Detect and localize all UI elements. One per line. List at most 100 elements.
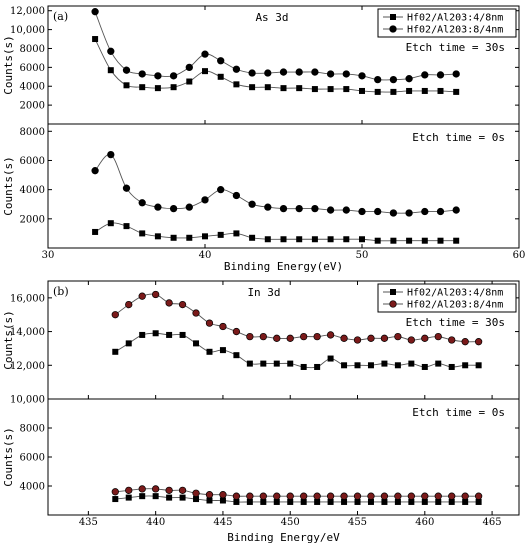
y-tick-label: 6000 <box>20 156 45 167</box>
data-point-circle <box>405 209 413 217</box>
data-point-square <box>314 498 321 505</box>
x-tick-label: 440 <box>146 517 165 528</box>
data-point-square <box>107 67 114 74</box>
data-point-circle <box>311 68 319 76</box>
y-tick-label: 4000 <box>20 482 45 493</box>
y-tick-label: 12,000 <box>10 361 45 372</box>
data-point-circle <box>380 334 389 342</box>
data-point-circle <box>279 68 288 76</box>
data-point-square <box>453 237 460 244</box>
panel-label: (b) <box>53 285 69 298</box>
data-point-circle <box>340 492 348 500</box>
data-point-square <box>139 230 146 237</box>
data-point-square <box>233 352 240 359</box>
y-axis-label: Counts(s) <box>2 35 15 95</box>
data-point-circle <box>452 70 460 78</box>
data-point-square <box>296 236 303 243</box>
data-point-circle <box>219 322 227 331</box>
data-point-square <box>390 237 397 244</box>
data-point-square <box>462 362 469 369</box>
data-point-square <box>437 237 444 244</box>
x-tick-label: 460 <box>415 517 434 528</box>
data-point-circle <box>421 492 429 500</box>
series-line <box>115 495 479 503</box>
data-point-square <box>421 237 428 244</box>
data-point-circle <box>353 336 362 344</box>
data-point-circle <box>436 207 445 216</box>
data-point-square <box>249 84 256 91</box>
y-tick-label: 8000 <box>20 44 45 55</box>
data-point-square <box>327 236 334 243</box>
data-point-circle <box>232 65 241 73</box>
data-point-circle <box>421 207 429 216</box>
data-point-circle <box>436 71 445 79</box>
data-point-square <box>246 360 253 367</box>
data-point-circle <box>326 331 335 339</box>
data-point-square <box>408 498 415 505</box>
data-point-square <box>152 330 159 337</box>
legend-marker-square <box>390 289 396 295</box>
data-point-circle <box>407 336 415 344</box>
data-point-circle <box>122 66 131 74</box>
data-point-square <box>217 231 224 238</box>
data-point-square <box>219 497 226 504</box>
data-point-circle <box>342 70 350 78</box>
y-tick-label: 16,000 <box>10 293 45 304</box>
data-point-circle <box>264 69 272 77</box>
data-point-square <box>92 228 99 235</box>
data-point-circle <box>380 492 389 500</box>
data-point-square <box>448 498 455 505</box>
data-point-square <box>233 498 240 505</box>
series-line <box>94 38 457 93</box>
data-point-circle <box>165 299 173 307</box>
data-point-square <box>179 494 186 501</box>
data-point-square <box>123 223 130 230</box>
legend-marker-circle <box>389 300 397 308</box>
data-point-square <box>217 73 224 80</box>
subplot-etch-30s: 10,000 12,000 14,000 16,000 Counts(s) Etch ti… <box>2 280 520 406</box>
y-tick-label: 6000 <box>20 63 45 74</box>
data-point-square <box>341 498 348 505</box>
data-point-square <box>186 78 193 85</box>
data-point-square <box>154 85 161 92</box>
data-point-square <box>475 498 482 505</box>
data-point-circle <box>154 203 162 211</box>
data-point-circle <box>107 47 115 55</box>
data-point-circle <box>264 203 272 211</box>
data-point-circle <box>273 334 281 342</box>
data-point-circle <box>178 486 187 495</box>
data-point-square <box>139 331 146 338</box>
data-point-square <box>249 234 256 241</box>
data-point-circle <box>91 8 99 16</box>
data-point-circle <box>389 75 398 84</box>
data-point-circle <box>474 492 483 500</box>
data-point-circle <box>125 300 133 309</box>
data-point-circle <box>389 209 398 217</box>
data-point-circle <box>448 336 456 344</box>
plot-frame <box>47 123 520 249</box>
data-point-circle <box>192 489 200 497</box>
data-point-circle <box>434 492 442 500</box>
data-point-circle <box>273 492 281 500</box>
legend-box <box>377 283 517 313</box>
data-point-circle <box>374 75 382 84</box>
data-point-circle <box>394 332 402 341</box>
data-point-square <box>193 496 200 503</box>
element-label: In 3d <box>247 286 280 299</box>
data-point-circle <box>394 492 402 500</box>
series-line <box>115 488 479 497</box>
series-line <box>94 222 457 242</box>
data-point-circle <box>125 486 133 495</box>
subplot-etch-0s: 4000 6000 8000 Counts(s) Etch time = 0s <box>2 398 520 516</box>
data-point-square <box>435 498 442 505</box>
data-point-circle <box>248 69 256 77</box>
data-point-square <box>179 331 186 338</box>
x-tick-label: 465 <box>483 517 502 528</box>
data-point-circle <box>138 199 146 207</box>
data-point-circle <box>326 492 335 500</box>
y-axis-label: Counts(s) <box>2 427 15 487</box>
x-tick-label: 435 <box>79 517 98 528</box>
data-point-square <box>300 498 307 505</box>
